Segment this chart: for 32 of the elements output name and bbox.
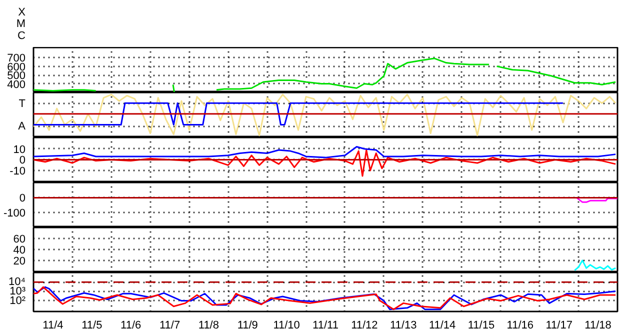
x-tick-label: 11/9 — [237, 320, 258, 332]
x-tick-label: 11/5 — [82, 320, 102, 332]
text: T — [18, 98, 26, 110]
x-tick-label: 11/15 — [468, 320, 495, 332]
y-tick-label: 10 — [13, 144, 26, 156]
x-tick-label: 11/16 — [506, 320, 534, 332]
line-series — [574, 260, 616, 272]
x-tick-label: 11/13 — [390, 320, 417, 332]
y-tick-label: 40 — [13, 244, 26, 256]
y-tick-label: 60 — [13, 233, 26, 246]
y-tick-label: -100 — [3, 208, 26, 220]
text: A — [18, 120, 26, 132]
x-tick-label: 11/8 — [198, 320, 219, 332]
text: X — [18, 6, 26, 18]
x-tick-label: 11/7 — [159, 320, 180, 332]
y-tick-label: 0 — [19, 192, 26, 205]
x-tick-label: 11/11 — [312, 320, 338, 332]
x-tick-label: 11/10 — [273, 320, 300, 332]
y-tick-label: -10 — [10, 166, 26, 178]
y-tick-label: 20 — [13, 255, 26, 268]
y-tick-label: 10³ — [10, 285, 26, 298]
y-tick-label: 400 — [7, 78, 26, 91]
x-tick-label: 11/18 — [584, 320, 612, 332]
x-tick-label: 11/4 — [42, 320, 64, 332]
x-tick-label: 11/12 — [351, 320, 378, 332]
text: M — [16, 18, 26, 30]
x-tick-label: 11/17 — [546, 320, 572, 332]
y-tick-label: 0 — [19, 154, 26, 167]
x-tick-label: 11/6 — [120, 320, 142, 332]
text: C — [18, 30, 26, 42]
x-tick-label: 11/14 — [428, 320, 456, 332]
y-tick-label: 10² — [10, 294, 26, 307]
